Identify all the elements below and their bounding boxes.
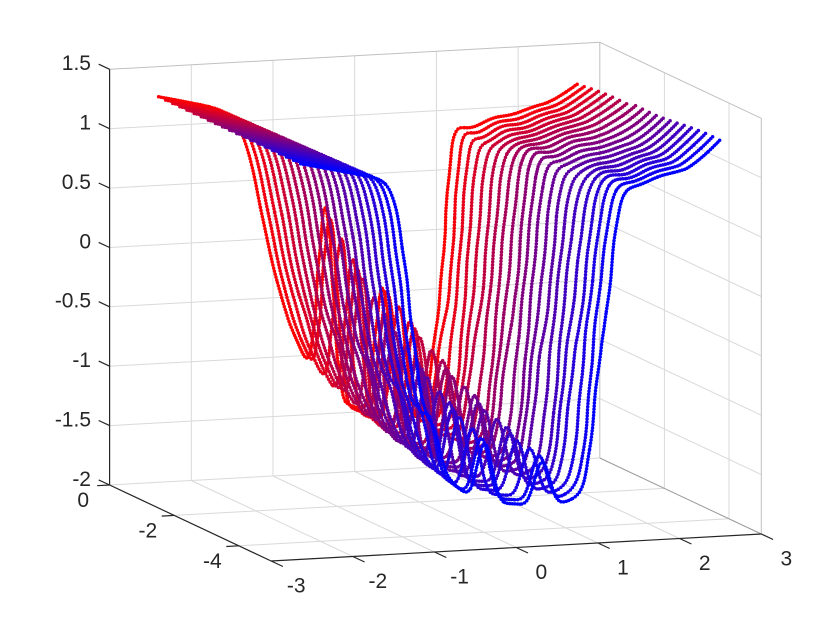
svg-text:0.5: 0.5	[62, 171, 91, 194]
svg-text:-3: -3	[287, 575, 306, 598]
svg-text:1: 1	[79, 112, 91, 135]
svg-text:1: 1	[617, 557, 629, 580]
svg-text:-2: -2	[72, 468, 91, 491]
svg-text:2: 2	[699, 552, 711, 575]
svg-text:-0.5: -0.5	[55, 290, 91, 313]
svg-text:0: 0	[535, 561, 547, 584]
svg-text:-1: -1	[72, 349, 91, 372]
svg-text:-2: -2	[369, 570, 388, 593]
svg-text:-1: -1	[450, 566, 469, 589]
svg-text:3: 3	[781, 548, 793, 571]
svg-text:0: 0	[79, 230, 91, 253]
svg-text:1.5: 1.5	[62, 52, 91, 75]
svg-text:0: 0	[77, 489, 89, 512]
svg-text:-4: -4	[203, 550, 222, 573]
svg-text:-2: -2	[138, 520, 157, 543]
svg-text:-1.5: -1.5	[55, 409, 91, 432]
